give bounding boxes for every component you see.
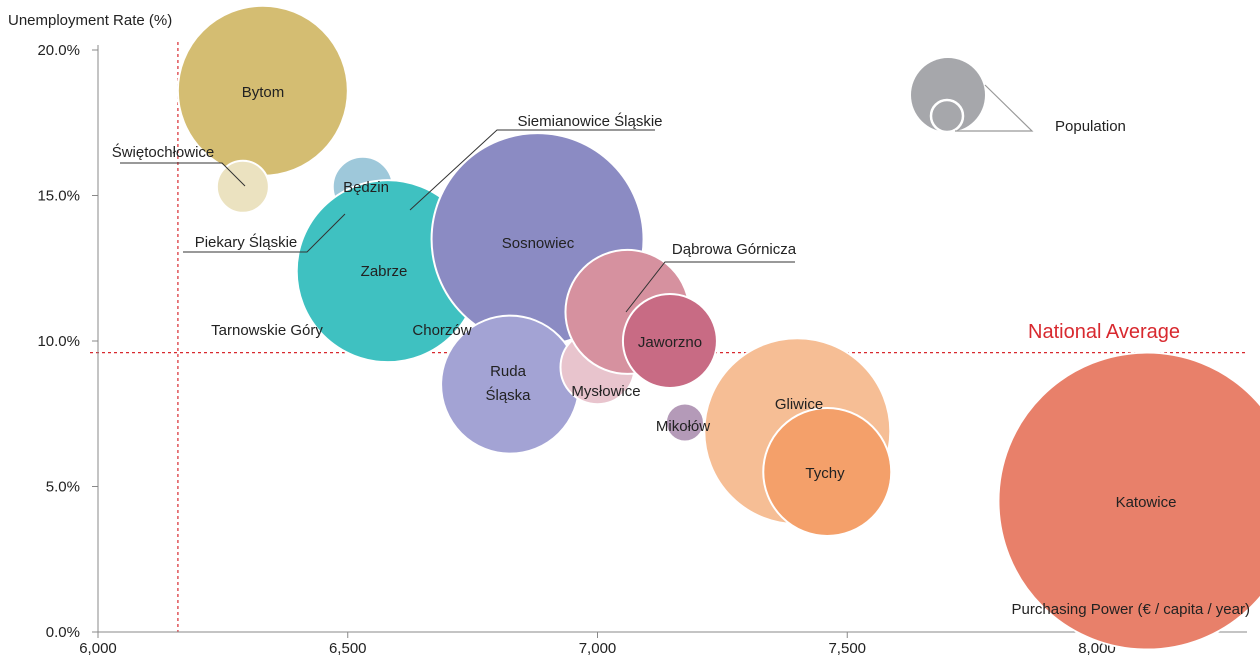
leader-line	[409, 129, 655, 211]
label-chorzow: Chorzów	[412, 322, 471, 339]
national-average-label: National Average	[1028, 321, 1180, 343]
label-bytom: Bytom	[242, 84, 285, 101]
label-piekary-slaskie: Piekary Śląskie	[195, 233, 298, 251]
bubbles	[176, 4, 1260, 651]
bubble-jaworzno	[621, 293, 718, 389]
label-ruda-slaska: Ruda	[490, 363, 527, 380]
y-tick-label: 5.0%	[46, 479, 80, 496]
y-tick-label: 15.0%	[37, 188, 80, 205]
y-tick-label: 20.0%	[37, 42, 80, 59]
label-mikolow: Mikołów	[656, 418, 710, 435]
y-tick-label: 10.0%	[37, 333, 80, 350]
legend-large-bubble	[911, 58, 985, 132]
label-swietochlowice: Świętochłowice	[112, 143, 215, 161]
x-axis-title: Purchasing Power (€ / capita / year)	[1012, 601, 1250, 618]
x-tick-label: 7,000	[579, 640, 617, 657]
leader-line	[183, 213, 346, 253]
bubble-katowice	[997, 351, 1260, 651]
label-siemianowice-slaskie: Siemianowice Śląskie	[517, 112, 662, 130]
label-tarnowskie-gory: Tarnowskie Góry	[211, 322, 323, 339]
population-legend: Population	[911, 58, 1126, 135]
x-tick-label: 6,500	[329, 640, 367, 657]
axes: 6,000 6,500 7,000 7,500 8,0000.0%5.0%10.0%15…	[37, 42, 1247, 657]
y-axis-title: Unemployment Rate (%)	[8, 12, 172, 29]
legend-bracket	[955, 84, 1034, 132]
label-bedzin: Będzin	[343, 179, 389, 196]
label-zabrze: Zabrze	[361, 263, 408, 280]
bubble-tychy	[762, 406, 893, 537]
bubble-labels: Bytom Świętochłowice Siemianowice Śląskie P…	[112, 84, 1177, 511]
label-gliwice: Gliwice	[775, 396, 823, 413]
x-tick-label: 7,500	[828, 640, 866, 657]
bubble-swietochlowice	[215, 159, 270, 214]
label-jaworzno: Jaworzno	[638, 334, 702, 351]
label-ruda-slaska: Śląska	[485, 386, 531, 404]
label-katowice: Katowice	[1116, 494, 1177, 511]
leader-line	[120, 162, 246, 187]
legend-small-bubble	[929, 98, 965, 134]
leader-line	[625, 261, 795, 313]
y-tick-label: 0.0%	[46, 624, 80, 641]
label-myslowice: Mysłowice	[571, 383, 640, 400]
legend-label: Population	[1055, 118, 1126, 135]
label-tychy: Tychy	[805, 465, 845, 482]
label-sosnowiec: Sosnowiec	[502, 235, 575, 252]
x-tick-label: 6,000	[79, 640, 117, 657]
label-dabrowa-gornicza: Dąbrowa Górnicza	[672, 241, 797, 258]
leader-lines	[120, 129, 795, 313]
